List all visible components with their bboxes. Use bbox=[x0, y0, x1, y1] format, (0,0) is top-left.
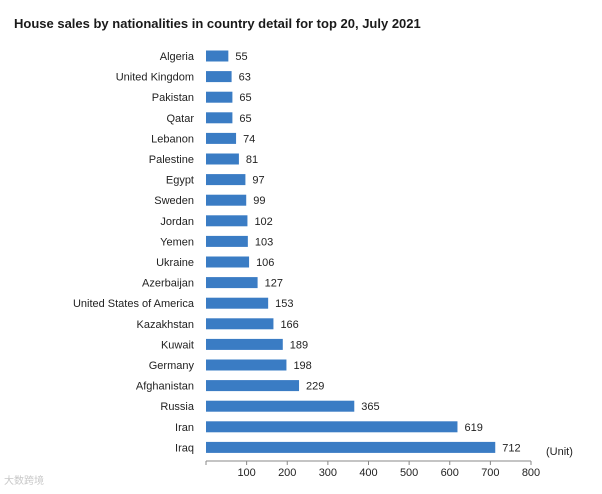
value-label: 65 bbox=[239, 92, 251, 104]
bar bbox=[206, 256, 250, 268]
value-label: 229 bbox=[306, 381, 324, 393]
value-label: 63 bbox=[239, 72, 251, 84]
x-axis: 100 200 300 400 500 600 700 800 bbox=[205, 460, 540, 479]
bar bbox=[206, 132, 237, 144]
value-label: 65 bbox=[239, 113, 251, 125]
value-label: 106 bbox=[256, 257, 274, 269]
bar bbox=[206, 153, 239, 165]
value-labels: 55 63 65 65 74 81 97 99 102 103 106 127 153 166 189 198… bbox=[235, 51, 520, 454]
bar bbox=[206, 215, 248, 227]
x-tick-label: 300 bbox=[319, 467, 337, 479]
unit-label: (Unit) bbox=[546, 446, 573, 458]
bar bbox=[206, 71, 232, 83]
category-label: Iran bbox=[175, 422, 194, 434]
category-label: Russia bbox=[160, 401, 195, 413]
bar bbox=[206, 400, 355, 412]
value-label: 127 bbox=[265, 278, 283, 290]
value-label: 166 bbox=[280, 319, 298, 331]
category-label: Palestine bbox=[149, 154, 194, 166]
value-label: 103 bbox=[255, 236, 273, 248]
value-label: 74 bbox=[243, 133, 255, 145]
category-label: Azerbaijan bbox=[142, 278, 194, 290]
value-label: 198 bbox=[293, 360, 311, 372]
category-label: Afghanistan bbox=[136, 381, 194, 393]
value-label: 712 bbox=[502, 442, 520, 454]
bar bbox=[206, 380, 300, 392]
bar bbox=[206, 174, 246, 186]
value-label: 365 bbox=[361, 401, 379, 413]
value-label: 99 bbox=[253, 195, 265, 207]
bar bbox=[206, 421, 458, 433]
bar bbox=[206, 112, 233, 124]
x-tick-label: 700 bbox=[481, 467, 499, 479]
x-tick-label: 500 bbox=[400, 467, 418, 479]
value-label: 97 bbox=[252, 175, 264, 187]
bar bbox=[206, 297, 269, 309]
category-label: Jordan bbox=[160, 216, 194, 228]
bar bbox=[206, 277, 258, 289]
value-label: 55 bbox=[235, 51, 247, 63]
category-label: Lebanon bbox=[151, 133, 194, 145]
value-label: 102 bbox=[254, 216, 272, 228]
bar bbox=[206, 50, 229, 62]
category-label: Egypt bbox=[166, 175, 194, 187]
category-label: Qatar bbox=[166, 113, 194, 125]
category-label: Kazakhstan bbox=[137, 319, 194, 331]
bar bbox=[206, 235, 248, 247]
category-label: Algeria bbox=[160, 51, 195, 63]
bar bbox=[206, 194, 247, 206]
value-label: 619 bbox=[464, 422, 482, 434]
bar bbox=[206, 318, 274, 330]
bar bbox=[206, 338, 283, 350]
category-label: United Kingdom bbox=[116, 72, 194, 84]
category-label: Kuwait bbox=[161, 339, 194, 351]
value-label: 189 bbox=[290, 339, 308, 351]
category-label: Iraq bbox=[175, 442, 194, 454]
bar bbox=[206, 91, 233, 103]
category-label: Sweden bbox=[154, 195, 194, 207]
category-label: Germany bbox=[149, 360, 195, 372]
category-labels: Algeria United Kingdom Pakistan Qatar Lebano… bbox=[73, 51, 195, 454]
category-label: United States of America bbox=[73, 298, 195, 310]
chart-title: House sales by nationalities in country … bbox=[14, 16, 421, 31]
x-tick-label: 400 bbox=[359, 467, 377, 479]
x-tick-label: 200 bbox=[278, 467, 296, 479]
x-tick-label: 800 bbox=[522, 467, 540, 479]
value-label: 81 bbox=[246, 154, 258, 166]
value-label: 153 bbox=[275, 298, 293, 310]
category-label: Pakistan bbox=[152, 92, 194, 104]
watermark-logo: 大数跨境 bbox=[4, 476, 44, 487]
x-tick-label: 100 bbox=[237, 467, 255, 479]
category-label: Yemen bbox=[160, 236, 194, 248]
bar bbox=[206, 359, 287, 371]
bar bbox=[206, 441, 496, 453]
category-label: Ukraine bbox=[156, 257, 194, 269]
x-tick-label: 600 bbox=[441, 467, 459, 479]
bars bbox=[206, 50, 496, 453]
